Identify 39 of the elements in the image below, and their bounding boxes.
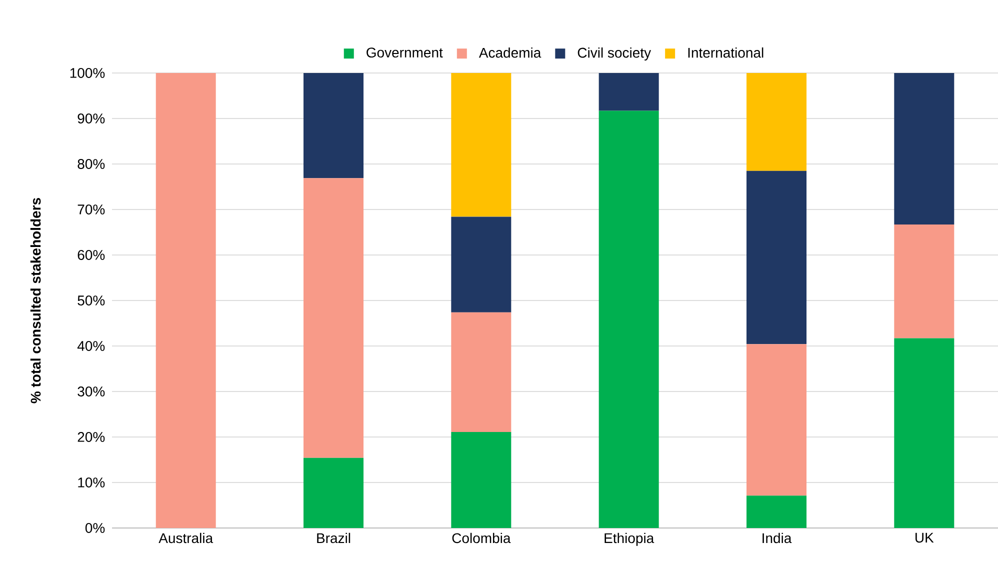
bar [451, 432, 512, 528]
y-tick-label: 90% [78, 114, 105, 124]
x-tick-label: Australia [158, 532, 214, 544]
legend-label: Government [366, 48, 443, 58]
y-tick-label: 10% [78, 478, 105, 488]
x-tick-label: India [762, 532, 792, 544]
y-axis-title: % total consulted stakeholders [30, 198, 41, 404]
bar [746, 72, 806, 171]
bar [304, 178, 364, 458]
x-tick-label: Colombia [452, 532, 511, 544]
y-tick-label: 40% [77, 341, 105, 351]
bar [156, 72, 216, 528]
y-tick-label: 50% [78, 296, 105, 306]
bar [894, 72, 954, 225]
x-tick-label: Brazil [317, 532, 350, 544]
bar [746, 344, 806, 496]
bar [451, 312, 512, 432]
y-tick-label: 80% [78, 159, 105, 169]
legend-label: International [688, 47, 764, 58]
y-tick-label: 100% [70, 68, 105, 78]
bar [894, 338, 954, 528]
bar [451, 72, 512, 217]
y-tick-label: 60% [78, 250, 105, 260]
legend-label: Civil society [578, 47, 652, 60]
bar [451, 216, 512, 312]
bar [598, 110, 659, 528]
legend-label: Academia [478, 47, 542, 58]
bar [894, 224, 954, 338]
bar [304, 458, 364, 528]
x-tick-label: Ethiopia [604, 532, 654, 546]
y-tick-label: 30% [78, 386, 105, 396]
x-tick-label: UK [916, 532, 934, 543]
y-tick-label: 20% [78, 432, 105, 442]
y-tick-label: 70% [78, 204, 105, 214]
y-tick-label: 0% [85, 523, 105, 533]
bar [598, 72, 659, 111]
bar [304, 72, 364, 178]
bar [746, 496, 806, 528]
bar [746, 170, 806, 344]
